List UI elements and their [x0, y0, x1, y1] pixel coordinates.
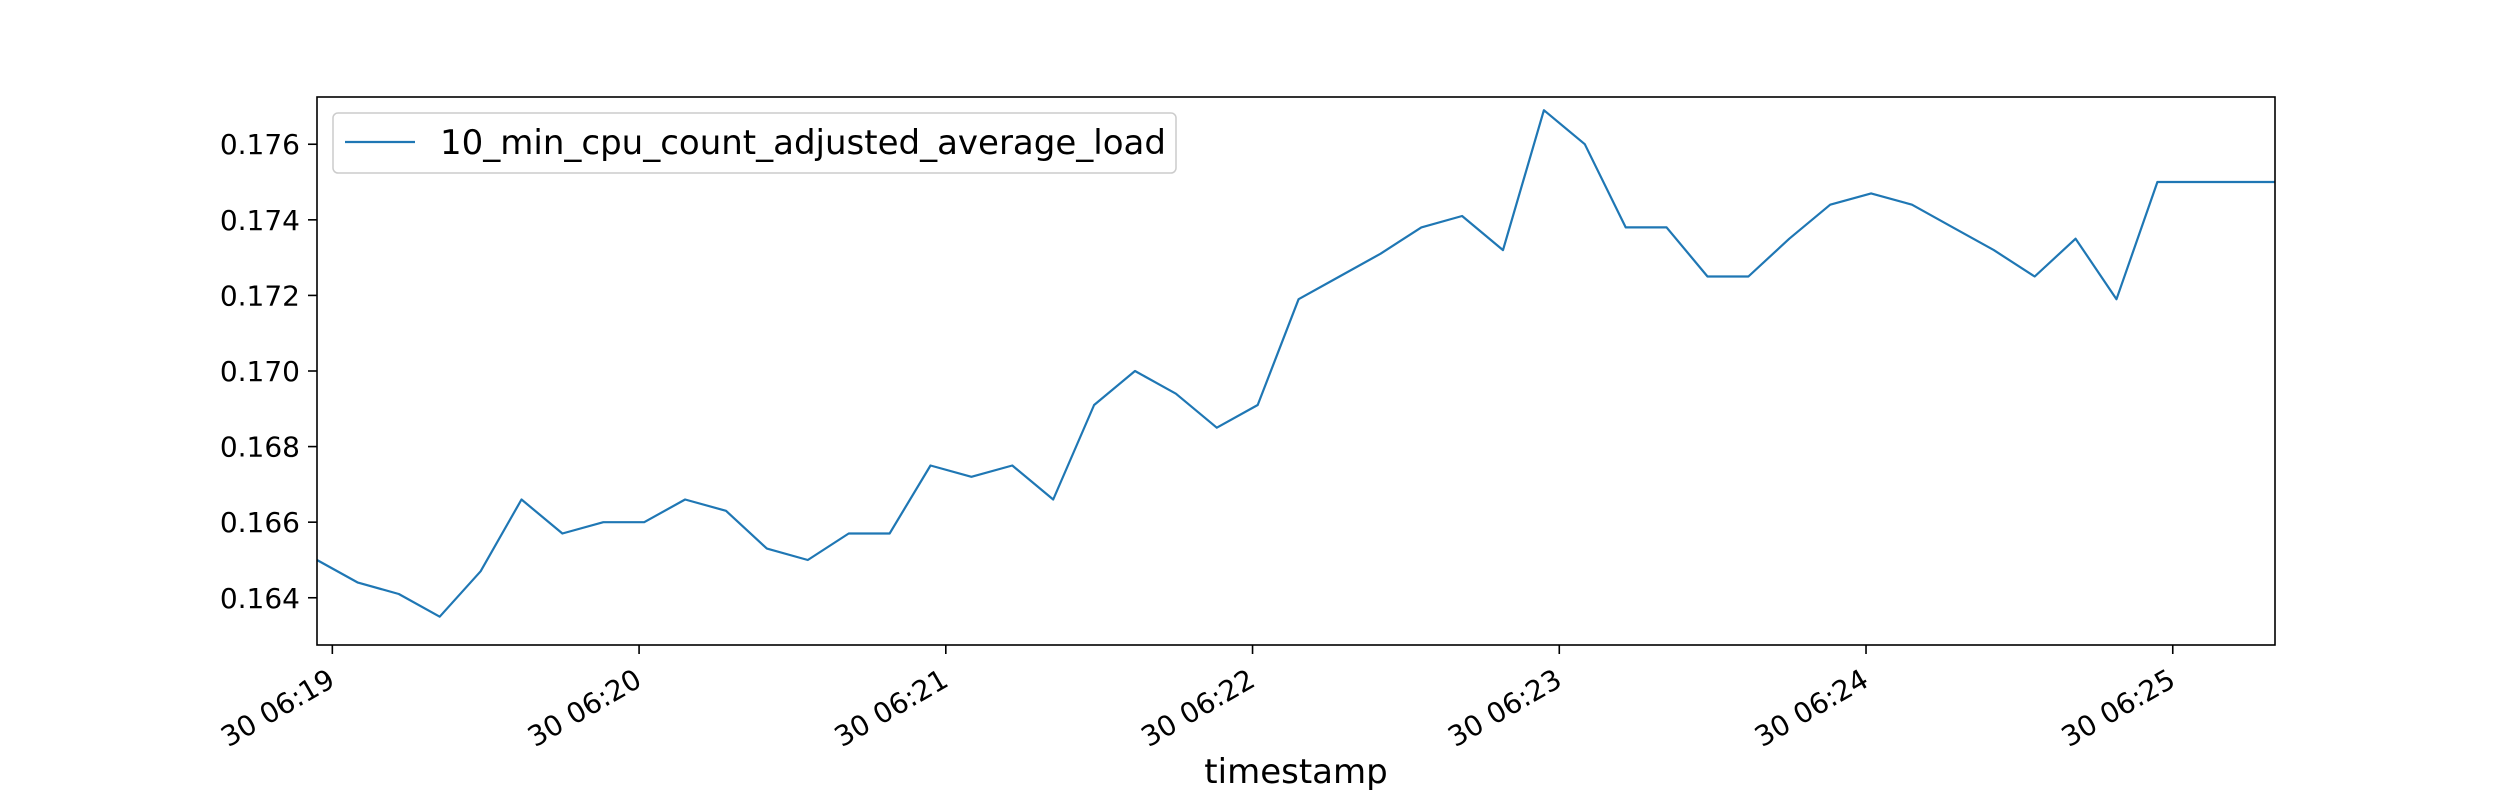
y-axis-ticks: 0.164 0.166 0.168 0.170 0.172 0.174 0.176	[220, 128, 317, 615]
plot-frame	[316, 96, 2276, 646]
x-tick-label: 30 06:25	[2056, 662, 2181, 753]
plot-background	[317, 97, 2275, 645]
y-tick-label: 0.176	[220, 128, 300, 161]
x-tick-label: 30 06:24	[1749, 662, 1874, 753]
x-tick-label: 30 06:19	[215, 662, 340, 753]
x-tick-label: 30 06:20	[522, 662, 647, 753]
y-tick-label: 0.166	[220, 506, 300, 539]
y-tick-label: 0.164	[220, 582, 300, 615]
y-tick-label: 0.172	[220, 279, 300, 312]
x-tick-label: 30 06:21	[829, 662, 954, 753]
y-tick-label: 0.168	[220, 431, 300, 464]
legend: 10_min_cpu_count_adjusted_average_load	[332, 112, 1177, 174]
legend-box	[332, 112, 1177, 174]
x-tick-label: 30 06:22	[1135, 662, 1260, 753]
legend-label: 10_min_cpu_count_adjusted_average_load	[440, 123, 1166, 163]
x-axis-title: timestamp	[1204, 752, 1387, 792]
y-tick-label: 0.170	[220, 355, 300, 388]
x-tick-label: 30 06:23	[1442, 662, 1567, 753]
y-tick-label: 0.174	[220, 204, 300, 237]
x-axis-ticks: 30 06:19 30 06:20 30 06:21 30 06:22 30 06:23…	[215, 645, 2181, 754]
series-line-10-min-cpu-load	[316, 109, 2275, 618]
